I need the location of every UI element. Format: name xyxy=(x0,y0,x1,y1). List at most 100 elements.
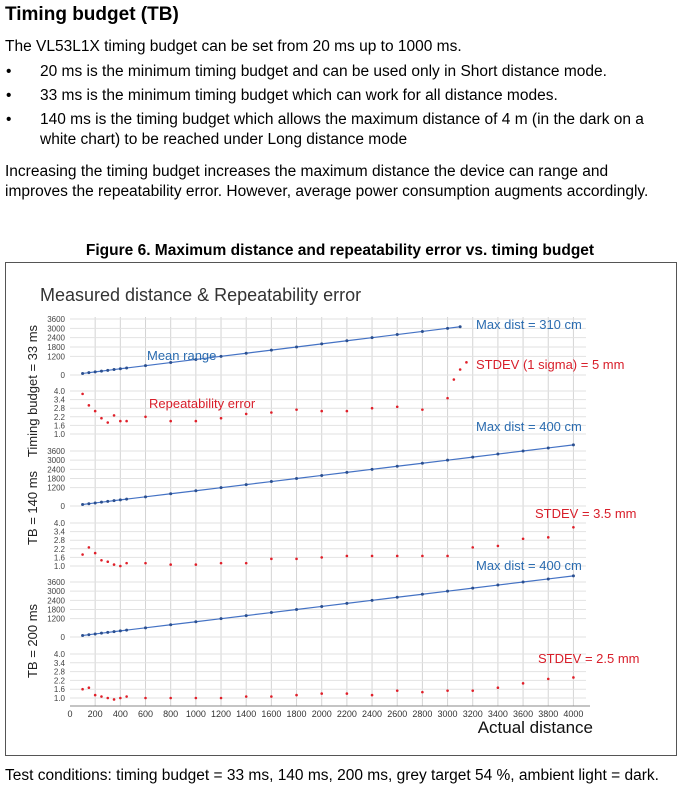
error-tick-label: 1.6 xyxy=(54,421,66,430)
x-tick-label: 200 xyxy=(88,709,103,719)
error-tick-label: 1.0 xyxy=(54,694,66,703)
panel-ylabel: TB = 200 ms xyxy=(25,603,40,678)
range-point xyxy=(81,502,85,506)
range-point xyxy=(118,629,122,633)
range-point xyxy=(118,498,122,502)
error-tick-label: 1.0 xyxy=(54,562,66,571)
range-point xyxy=(320,473,324,477)
x-tick-label: 2200 xyxy=(337,709,357,719)
mean-range-label: Mean range xyxy=(147,348,216,363)
error-point xyxy=(546,677,550,681)
error-point xyxy=(219,561,223,565)
error-tick-label: 2.8 xyxy=(54,536,66,545)
range-point xyxy=(571,443,575,447)
error-point xyxy=(125,695,128,698)
error-point xyxy=(125,561,128,565)
x-tick-label: 3800 xyxy=(538,709,558,719)
error-tick-label: 2.2 xyxy=(54,413,66,422)
error-point xyxy=(446,689,449,692)
error-tick-label: 1.6 xyxy=(54,553,66,562)
test-conditions: Test conditions: timing budget = 33 ms, … xyxy=(5,767,659,784)
range-point xyxy=(320,604,324,608)
range-point xyxy=(345,601,349,605)
error-point xyxy=(112,563,116,566)
error-point xyxy=(194,563,198,566)
range-tick-label: 3000 xyxy=(47,587,65,596)
range-point xyxy=(370,467,374,471)
error-point xyxy=(458,368,462,371)
x-tick-label: 2000 xyxy=(312,709,332,719)
range-point xyxy=(194,357,198,361)
stdev-annotation: STDEV (1 sigma) = 5 mm xyxy=(476,357,624,372)
error-point xyxy=(106,421,110,424)
error-point xyxy=(81,553,84,556)
x-tick-label: 0 xyxy=(67,709,72,719)
x-tick-label: 2800 xyxy=(412,709,432,719)
error-tick-label: 4.0 xyxy=(54,387,66,396)
bullet-item: • 20 ms is the minimum timing budget and … xyxy=(5,62,675,82)
error-point xyxy=(244,412,248,416)
error-point xyxy=(345,554,349,558)
error-point xyxy=(546,536,550,539)
error-point xyxy=(144,696,147,700)
error-point xyxy=(446,554,449,558)
x-tick-label: 3200 xyxy=(463,709,483,719)
error-point xyxy=(521,682,525,685)
x-tick-label: 4000 xyxy=(563,709,583,719)
range-point xyxy=(521,580,525,584)
range-tick-label: 3000 xyxy=(47,324,65,333)
range-point xyxy=(295,608,299,611)
error-point xyxy=(119,564,122,568)
error-point xyxy=(194,696,198,700)
error-point xyxy=(100,558,103,562)
range-point xyxy=(446,589,450,593)
error-point xyxy=(119,419,122,423)
range-tick-label: 1800 xyxy=(47,606,65,615)
x-tick-label: 2400 xyxy=(362,709,382,719)
range-point xyxy=(125,497,129,501)
x-axis-title: Actual distance xyxy=(478,718,593,737)
error-point xyxy=(244,561,248,565)
bullet-dot-icon: • xyxy=(6,63,12,80)
error-point xyxy=(169,696,172,700)
range-point xyxy=(99,500,103,504)
range-tick-label: 2400 xyxy=(47,334,65,343)
x-tick-label: 600 xyxy=(138,709,153,719)
range-series-line xyxy=(82,326,461,375)
error-point xyxy=(219,696,223,700)
error-point xyxy=(452,378,456,381)
section-heading: Timing budget (TB) xyxy=(5,4,179,25)
error-point xyxy=(295,408,298,411)
bullet-dot-icon: • xyxy=(6,87,12,104)
error-point xyxy=(219,416,223,420)
range-point xyxy=(194,489,198,493)
x-tick-label: 2600 xyxy=(387,709,407,719)
range-tick-label: 3600 xyxy=(47,447,65,456)
range-tick-label: 1200 xyxy=(47,352,65,361)
error-point xyxy=(125,419,128,423)
error-point xyxy=(496,544,500,548)
error-point xyxy=(572,526,575,529)
error-tick-label: 2.2 xyxy=(54,545,66,554)
range-point xyxy=(81,633,85,637)
range-point xyxy=(546,446,550,450)
range-point xyxy=(106,368,110,372)
range-point xyxy=(269,348,273,352)
error-tick-label: 1.6 xyxy=(54,685,66,694)
error-point xyxy=(320,556,324,559)
body-paragraph: Increasing the timing budget increases t… xyxy=(5,163,649,200)
range-series-line xyxy=(82,444,574,506)
bullet-text: 33 ms is the minimum timing budget which… xyxy=(40,87,558,104)
x-tick-label: 1600 xyxy=(261,709,281,719)
error-tick-label: 2.8 xyxy=(54,668,66,677)
error-point xyxy=(93,693,97,697)
range-tick-label: 0 xyxy=(61,371,66,380)
range-tick-label: 1200 xyxy=(47,484,65,493)
range-point xyxy=(458,325,462,329)
range-point xyxy=(370,598,374,602)
bullet-item: • 140 ms is the timing budget which allow… xyxy=(5,110,675,150)
range-point xyxy=(320,342,324,346)
x-tick-label: 400 xyxy=(113,709,128,719)
x-tick-label: 800 xyxy=(163,709,178,719)
range-point xyxy=(93,632,97,636)
